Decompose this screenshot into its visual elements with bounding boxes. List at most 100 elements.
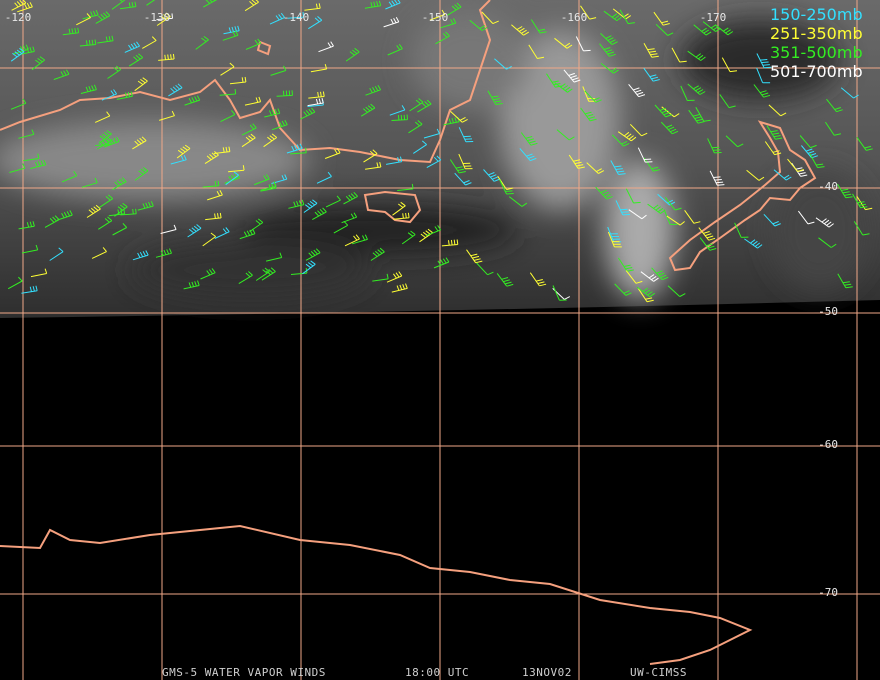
wind-barb	[702, 21, 721, 33]
wind-barb	[137, 201, 154, 211]
longitude-label: -120	[5, 11, 32, 24]
wind-barb	[447, 2, 462, 16]
wind-barb	[255, 267, 270, 281]
wind-barb	[600, 63, 619, 74]
wind-barb	[458, 127, 474, 143]
wind-barb	[270, 65, 287, 76]
wind-barb	[184, 95, 201, 106]
legend-entry: 351-500mb	[770, 43, 863, 62]
wind-barb	[746, 169, 765, 181]
wind-barb	[643, 67, 660, 82]
wind-barb	[764, 141, 782, 156]
wind-barb	[220, 62, 235, 76]
wind-barb	[142, 36, 157, 49]
wind-barb	[494, 58, 512, 70]
wind-barb	[202, 180, 220, 188]
wind-barb	[511, 24, 530, 36]
wind-barb	[756, 53, 772, 69]
wind-barb	[615, 200, 631, 216]
wind-barb	[260, 181, 277, 191]
wind-barb	[302, 260, 316, 275]
wind-barb	[628, 209, 647, 220]
wind-barb	[168, 83, 183, 97]
wind-barb	[787, 158, 804, 172]
wind-barb	[365, 85, 382, 96]
wind-barb	[636, 286, 655, 298]
wind-barb	[239, 228, 256, 240]
wind-barb	[441, 239, 459, 247]
wind-barb	[265, 252, 283, 262]
wind-barb	[269, 12, 285, 25]
wind-barb	[307, 97, 324, 107]
wind-barb	[698, 227, 716, 241]
wind-barb	[12, 44, 29, 55]
wind-barb	[264, 108, 281, 118]
wind-barb	[449, 159, 466, 174]
footer-text: 18:00 UTC	[405, 666, 469, 679]
wind-barb	[625, 270, 643, 284]
wind-barb	[450, 111, 468, 123]
wind-barb	[653, 11, 670, 26]
wind-barb	[98, 216, 113, 230]
wind-barb	[308, 16, 323, 30]
wind-barb	[529, 272, 547, 287]
wind-barb	[183, 280, 200, 290]
wind-barb	[699, 237, 717, 251]
wind-barb	[419, 228, 433, 243]
wind-barb	[714, 24, 734, 36]
wind-barb	[124, 41, 141, 53]
wind-barb	[766, 125, 783, 140]
wind-barb	[519, 148, 537, 162]
wind-barb	[170, 154, 187, 165]
wind-barb	[132, 136, 147, 150]
wind-barb	[619, 9, 635, 25]
wind-barb	[111, 0, 126, 10]
wind-barb	[385, 0, 401, 10]
footer-text: GMS-5 WATER VAPOR WINDS	[162, 666, 326, 679]
wind-barb	[707, 138, 722, 154]
wind-barb	[637, 147, 653, 163]
wind-barb	[21, 285, 38, 294]
wind-barb	[687, 83, 706, 95]
footer-text: 13NOV02	[522, 666, 572, 679]
wind-barb	[483, 169, 501, 182]
wind-barb	[61, 171, 78, 183]
wind-barb	[599, 43, 616, 57]
latitude-label: -60	[818, 438, 838, 451]
wind-barb	[768, 104, 787, 117]
wind-barb	[344, 234, 360, 247]
wind-barb	[423, 128, 440, 139]
wind-barb	[324, 148, 341, 159]
wind-barb	[108, 208, 126, 217]
wind-barb	[425, 225, 442, 237]
latitude-label: -40	[818, 180, 838, 193]
wind-barb	[316, 171, 332, 184]
wind-barb	[383, 17, 400, 28]
wind-barb	[10, 98, 27, 110]
wind-barb	[595, 186, 613, 200]
wind-barb	[756, 67, 771, 84]
wind-barb	[288, 199, 305, 209]
wind-barb	[116, 91, 133, 100]
wind-barb	[303, 199, 318, 213]
wind-barb	[213, 146, 231, 154]
wind-barb	[709, 170, 725, 186]
wind-barb	[429, 9, 446, 21]
wind-barb	[107, 65, 122, 79]
wind-barb	[837, 273, 853, 289]
wind-barb	[454, 172, 472, 186]
wind-barb	[499, 179, 514, 195]
wind-barb	[286, 143, 303, 154]
wind-barb	[241, 123, 257, 136]
wind-barb	[360, 103, 376, 117]
wind-barb	[112, 223, 128, 236]
wind-barb	[753, 84, 771, 98]
wind-barb	[614, 283, 632, 296]
wind-barb	[244, 0, 259, 12]
wind-barb	[351, 234, 368, 245]
wind-barb	[91, 247, 107, 259]
wind-barb	[826, 98, 843, 113]
wind-barb	[719, 94, 736, 109]
